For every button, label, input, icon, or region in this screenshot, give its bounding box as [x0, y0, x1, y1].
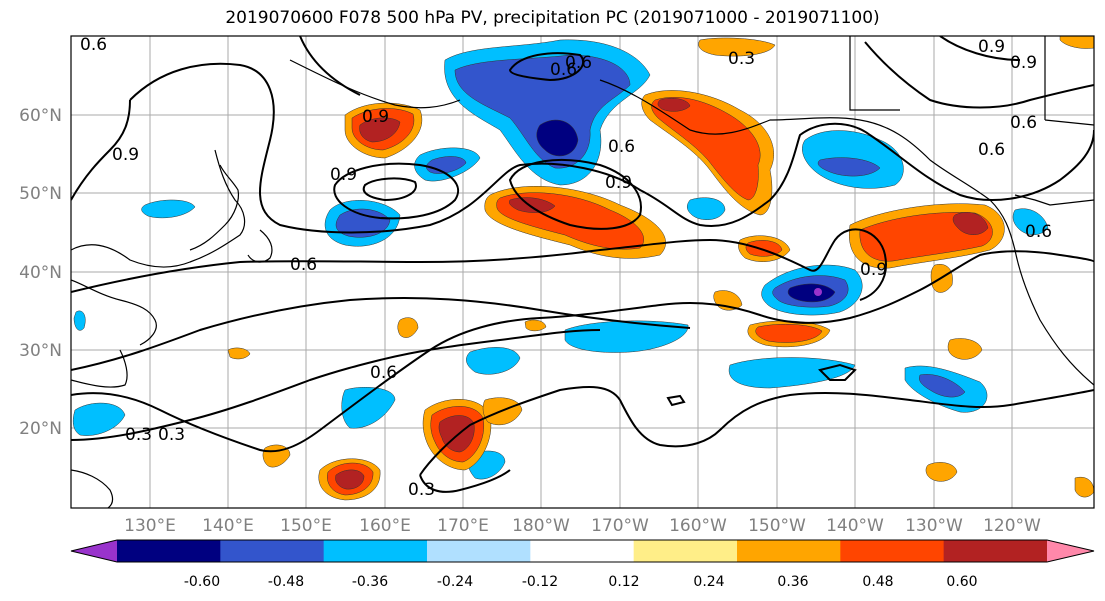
contour-label: 0.6	[370, 363, 397, 383]
colorbar-tick-label: 0.24	[693, 574, 724, 590]
colorbar-segment	[117, 540, 221, 562]
precip-negative-blobs	[72, 39, 1049, 480]
colorbar-segment	[840, 540, 945, 562]
contour-label: 0.6	[565, 53, 592, 73]
coastlines	[71, 36, 1094, 508]
colorbar-segments	[70, 539, 1095, 563]
lon-label: 170°E	[437, 516, 489, 536]
colorbar-segment	[633, 540, 738, 562]
contour-label-group: 0.6 0.9 0.6 0.9 0.9 0.6 0.3 0.9 0.9 0.6 …	[80, 35, 1052, 500]
lon-label: 180°W	[512, 516, 570, 536]
colorbar: -0.60 -0.48 -0.36 -0.24 -0.12 0.12 0.24 …	[70, 539, 1095, 590]
lat-label: 50°N	[19, 184, 62, 204]
colorbar-segment	[530, 540, 635, 562]
colorbar-tick-label: -0.24	[437, 574, 473, 590]
map-frame	[70, 35, 1095, 509]
colorbar-tick-label: 0.36	[777, 574, 808, 590]
colorbar-segment	[220, 540, 325, 562]
lat-label: 40°N	[19, 263, 62, 283]
colorbar-extend-high	[1047, 540, 1094, 562]
colorbar-tick-label: -0.60	[184, 574, 220, 590]
colorbar-tick-label: -0.12	[522, 574, 558, 590]
lon-label: 170°W	[591, 516, 649, 536]
contour-label: 0.9	[605, 173, 632, 193]
lon-label: 150°W	[748, 516, 806, 536]
contour-label: 0.6	[80, 35, 107, 55]
lat-label: 60°N	[19, 106, 62, 126]
colorbar-tick-label: 0.60	[946, 574, 977, 590]
contour-label: 0.9	[330, 165, 357, 185]
contour-label: 0.9	[860, 260, 887, 280]
contour-label: 0.3	[408, 480, 435, 500]
lon-label: 130°W	[905, 516, 963, 536]
colorbar-tick-label: -0.36	[352, 574, 388, 590]
contour-label: 0.6	[1025, 222, 1052, 242]
lon-label: 160°W	[669, 516, 727, 536]
contour-label: 0.6	[1010, 113, 1037, 133]
lon-label: 130°E	[124, 516, 176, 536]
contour-label: 0.3	[125, 425, 152, 445]
colorbar-tick-labels: -0.60 -0.48 -0.36 -0.24 -0.12 0.12 0.24 …	[184, 574, 978, 590]
colorbar-segment	[323, 540, 428, 562]
contour-label: 0.9	[112, 145, 139, 165]
colorbar-segment	[427, 540, 531, 562]
colorbar-extend-low	[71, 540, 117, 562]
colorbar-tick-label: 0.12	[608, 574, 639, 590]
contour-label: 0.6	[290, 255, 317, 275]
contour-label: 0.9	[978, 37, 1005, 57]
colorbar-outline	[70, 539, 1095, 563]
contour-label: 0.3	[158, 425, 185, 445]
longitude-labels: 130°E 140°E 150°E 160°E 170°E 180°W 170°…	[124, 516, 1041, 536]
colorbar-segment	[943, 540, 1048, 562]
lat-label: 20°N	[19, 419, 62, 439]
contour-label: 0.6	[978, 140, 1005, 160]
lat-label: 30°N	[19, 341, 62, 361]
colorbar-tick-label: -0.48	[268, 574, 304, 590]
lon-label: 150°E	[280, 516, 332, 536]
precip-positive-blobs	[227, 36, 1094, 501]
contour-label: 0.3	[728, 49, 755, 69]
colorbar-tick-label: 0.48	[862, 574, 893, 590]
lon-label: 160°E	[359, 516, 411, 536]
pv-contours	[71, 36, 1094, 493]
lon-label: 140°W	[826, 516, 884, 536]
latitude-labels: 60°N 50°N 40°N 30°N 20°N	[19, 106, 62, 439]
contour-label: 0.6	[550, 60, 577, 80]
contour-label: 0.9	[1010, 53, 1037, 73]
colorbar-segment	[737, 540, 841, 562]
lon-label: 140°E	[202, 516, 254, 536]
plot-title: 2019070600 F078 500 hPa PV, precipitatio…	[225, 8, 880, 28]
contour-label: 0.9	[362, 107, 389, 127]
contour-label: 0.6	[608, 137, 635, 157]
lon-label: 120°W	[983, 516, 1041, 536]
map-area: 0.6 0.9 0.6 0.9 0.9 0.6 0.3 0.9 0.9 0.6 …	[71, 35, 1094, 508]
